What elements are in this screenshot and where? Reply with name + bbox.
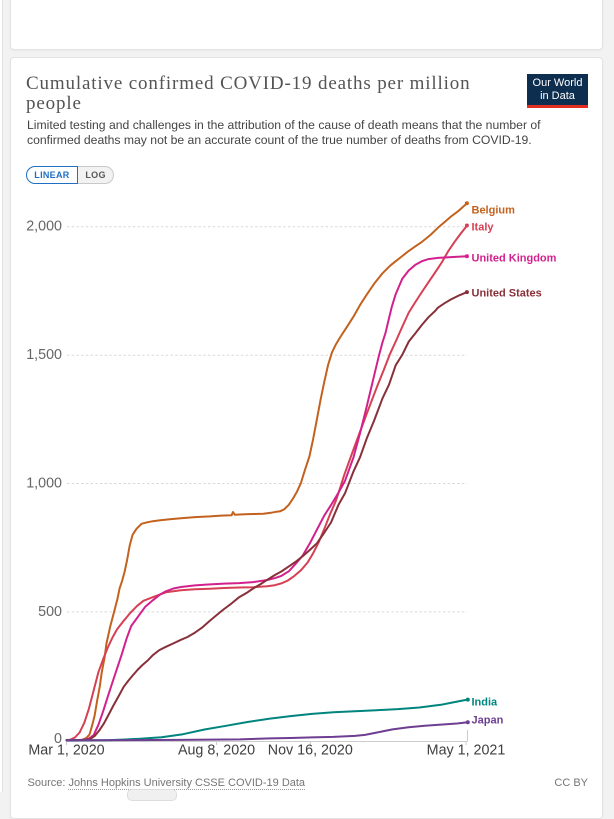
svg-text:2,000: 2,000	[26, 219, 62, 235]
svg-text:500: 500	[38, 604, 62, 620]
svg-text:Belgium: Belgium	[472, 205, 516, 217]
svg-text:United States: United States	[472, 288, 542, 300]
svg-text:United Kingdom: United Kingdom	[472, 253, 557, 265]
svg-text:Nov 16, 2020: Nov 16, 2020	[268, 743, 353, 759]
svg-text:Japan: Japan	[472, 715, 504, 727]
svg-text:Aug 8, 2020: Aug 8, 2020	[178, 743, 255, 759]
svg-text:Italy: Italy	[472, 222, 495, 234]
svg-text:India: India	[472, 697, 499, 709]
svg-text:May 1, 2021: May 1, 2021	[427, 743, 506, 759]
svg-text:1,000: 1,000	[26, 476, 62, 492]
svg-text:1,500: 1,500	[26, 347, 62, 363]
svg-text:Mar 1, 2020: Mar 1, 2020	[28, 743, 104, 759]
svg-text:0: 0	[54, 731, 62, 747]
